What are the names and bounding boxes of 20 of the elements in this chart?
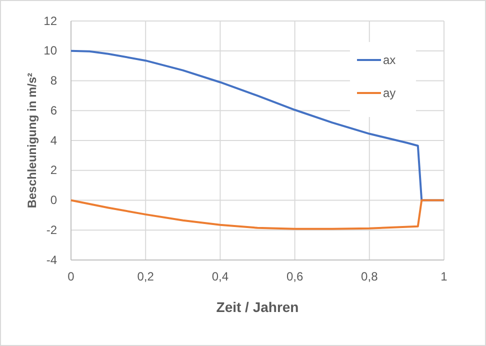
x-tick-label: 0,4 — [212, 270, 229, 284]
y-tick-label: 8 — [50, 74, 58, 88]
y-tick-label: 6 — [50, 103, 58, 118]
x-tick-label: 0,6 — [286, 270, 304, 284]
y-tick-label: -4 — [46, 252, 58, 267]
legend-label: ax — [383, 53, 396, 67]
x-tick-label: 0,8 — [361, 270, 378, 284]
y-tick-label: 2 — [50, 163, 58, 178]
x-axis-title: Zeit / Jahren — [216, 299, 299, 315]
y-tick-label: 4 — [50, 133, 58, 148]
y-tick-label: 0 — [50, 193, 58, 208]
line-series — [70, 199, 445, 230]
y-tick-label: -2 — [46, 222, 58, 237]
x-tick-label: 0,2 — [137, 270, 154, 284]
x-tick-label: 1 — [440, 270, 448, 284]
y-axis-title: Beschleunigung in m/s² — [25, 72, 39, 208]
y-tick-label: 10 — [44, 44, 58, 58]
x-tick-label: 0 — [68, 270, 75, 284]
y-tick-label: 12 — [44, 14, 58, 28]
legend-label: ay — [383, 86, 396, 100]
